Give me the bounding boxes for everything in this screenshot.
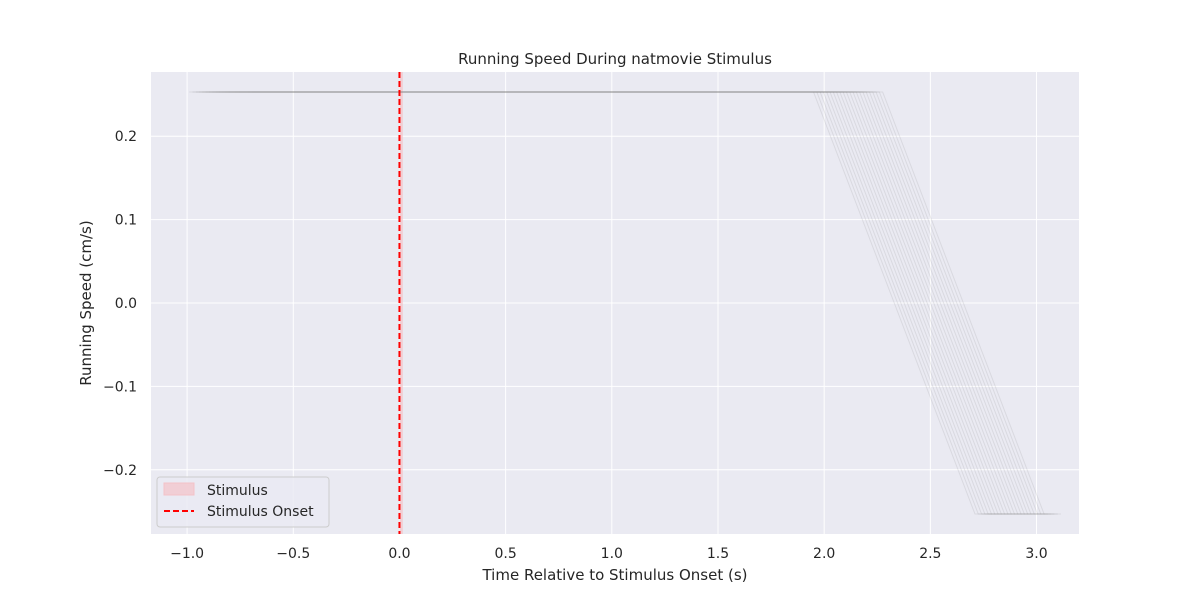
x-tick-label: 3.0: [1025, 546, 1047, 562]
y-axis-label: Running Speed (cm/s): [77, 220, 95, 385]
stimulus-span-layer: [399, 72, 403, 534]
x-tick-label: 2.5: [919, 546, 941, 562]
y-tick-label: 0.2: [115, 129, 137, 145]
legend-stimulus-swatch: [163, 482, 195, 496]
trial-traces: [189, 91, 1062, 515]
trial-trace: [225, 91, 1029, 515]
trial-trace: [195, 91, 999, 515]
trial-trace: [222, 91, 1025, 515]
y-tick-label: −0.1: [103, 379, 137, 395]
trial-trace: [251, 91, 1055, 515]
legend-box: [156, 476, 330, 528]
x-tick-label: 2.0: [813, 546, 835, 562]
x-tick-label: 0.0: [388, 546, 410, 562]
trial-trace: [189, 91, 992, 515]
y-ticks: −0.2 −0.1 0.0 0.1 0.2: [103, 129, 137, 479]
trial-trace: [232, 91, 1035, 515]
y-tick-label: −0.2: [103, 463, 137, 479]
trial-trace: [202, 91, 1006, 515]
trial-trace: [235, 91, 1039, 515]
trial-trace: [245, 91, 1048, 515]
y-tick-label: 0.0: [115, 296, 137, 312]
x-tick-label: −1.0: [170, 546, 204, 562]
trial-trace: [241, 91, 1045, 515]
x-tick-label: 1.0: [601, 546, 623, 562]
trial-trace: [192, 91, 996, 515]
trial-trace: [218, 91, 1022, 515]
y-tick-label: 0.1: [115, 213, 137, 229]
legend-label-stimulus-onset: Stimulus Onset: [207, 504, 314, 520]
x-ticks: −1.0 −0.5 0.0 0.5 1.0 1.5 2.0 2.5 3.0: [170, 546, 1048, 562]
legend: Stimulus Stimulus Onset: [156, 476, 330, 528]
trial-trace: [208, 91, 1012, 515]
trial-trace: [255, 91, 1058, 515]
x-tick-label: −0.5: [276, 546, 310, 562]
stimulus-span: [399, 72, 403, 534]
trial-trace: [212, 91, 1015, 515]
legend-label-stimulus: Stimulus: [207, 483, 268, 499]
trial-trace: [205, 91, 1009, 515]
trial-trace: [199, 91, 1002, 515]
trial-trace: [248, 91, 1052, 515]
x-tick-label: 0.5: [495, 546, 517, 562]
chart-title: Running Speed During natmovie Stimulus: [458, 50, 772, 68]
x-axis-label: Time Relative to Stimulus Onset (s): [481, 566, 747, 584]
x-tick-label: 1.5: [707, 546, 729, 562]
trial-trace: [258, 91, 1062, 515]
trial-trace: [238, 91, 1042, 515]
trial-trace: [215, 91, 1019, 515]
trial-trace: [228, 91, 1032, 515]
